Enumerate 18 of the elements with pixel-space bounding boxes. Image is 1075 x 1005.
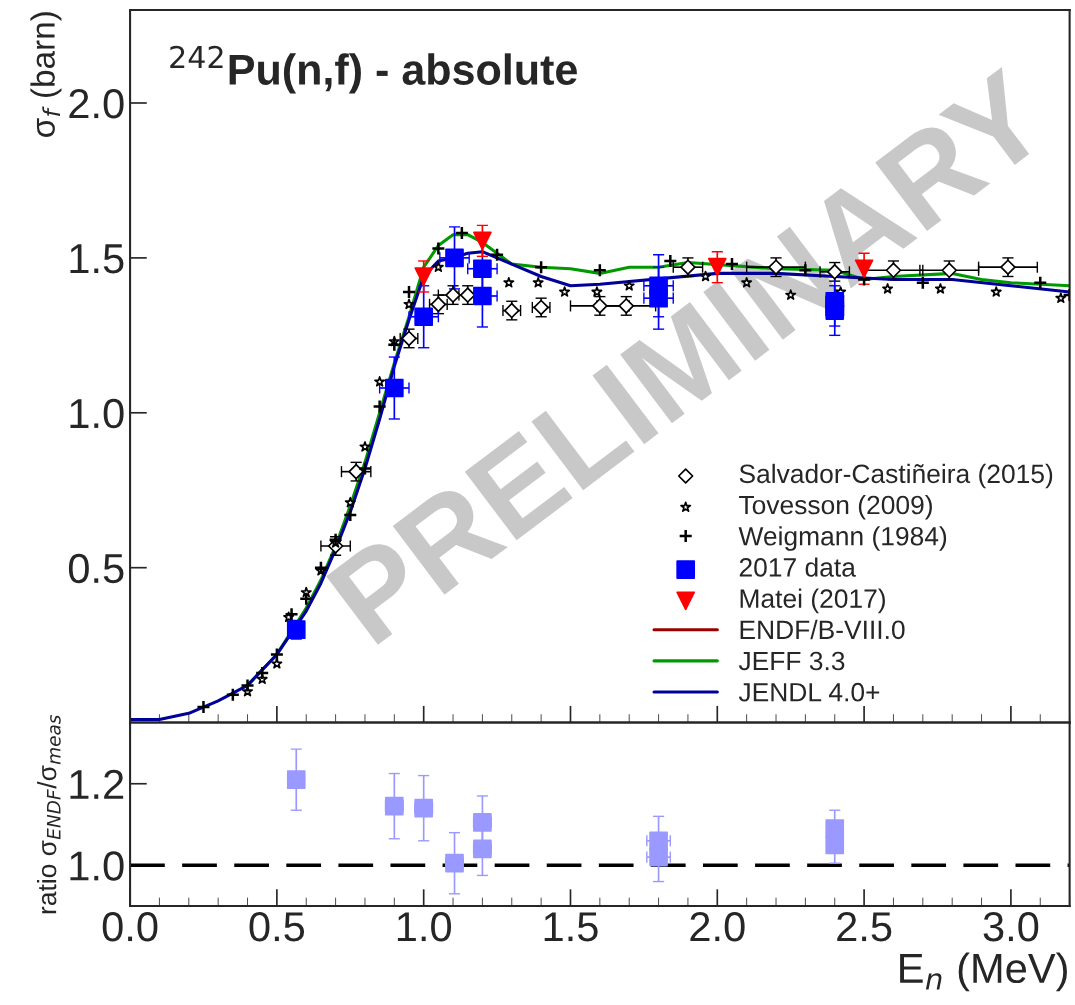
- y-axis-title: ratio σ$_{ENDF}$/σ$_{meas}$: [37, 714, 61, 914]
- x-tick-label: 0.0: [102, 911, 158, 942]
- y-tick-label: 1.5: [70, 244, 124, 274]
- x-tick-label: 0.5: [249, 911, 305, 942]
- x-tick-label: 3.0: [983, 911, 1039, 942]
- y-tick-label: 1.0: [70, 398, 124, 429]
- x-tick-label: 1.5: [544, 912, 598, 942]
- y-axis-title: σ$_{f}$ (barn): [30, 12, 62, 137]
- y-tick-label: 2.0: [69, 88, 124, 119]
- y-tick-label: 1.0: [70, 851, 124, 881]
- legend-label: JENDL 4.0+: [738, 682, 880, 702]
- legend-label: JEFF 3.3: [738, 651, 845, 671]
- x-tick-label: 2.0: [690, 911, 745, 942]
- x-tick-label: 1.0: [397, 911, 452, 942]
- x-axis-title: E$_{n}$ (MeV): [900, 952, 1067, 992]
- y-tick-label: 0.5: [68, 553, 124, 584]
- x-tick-label: 2.5: [837, 911, 892, 942]
- y-tick-label: 1.2: [70, 769, 124, 799]
